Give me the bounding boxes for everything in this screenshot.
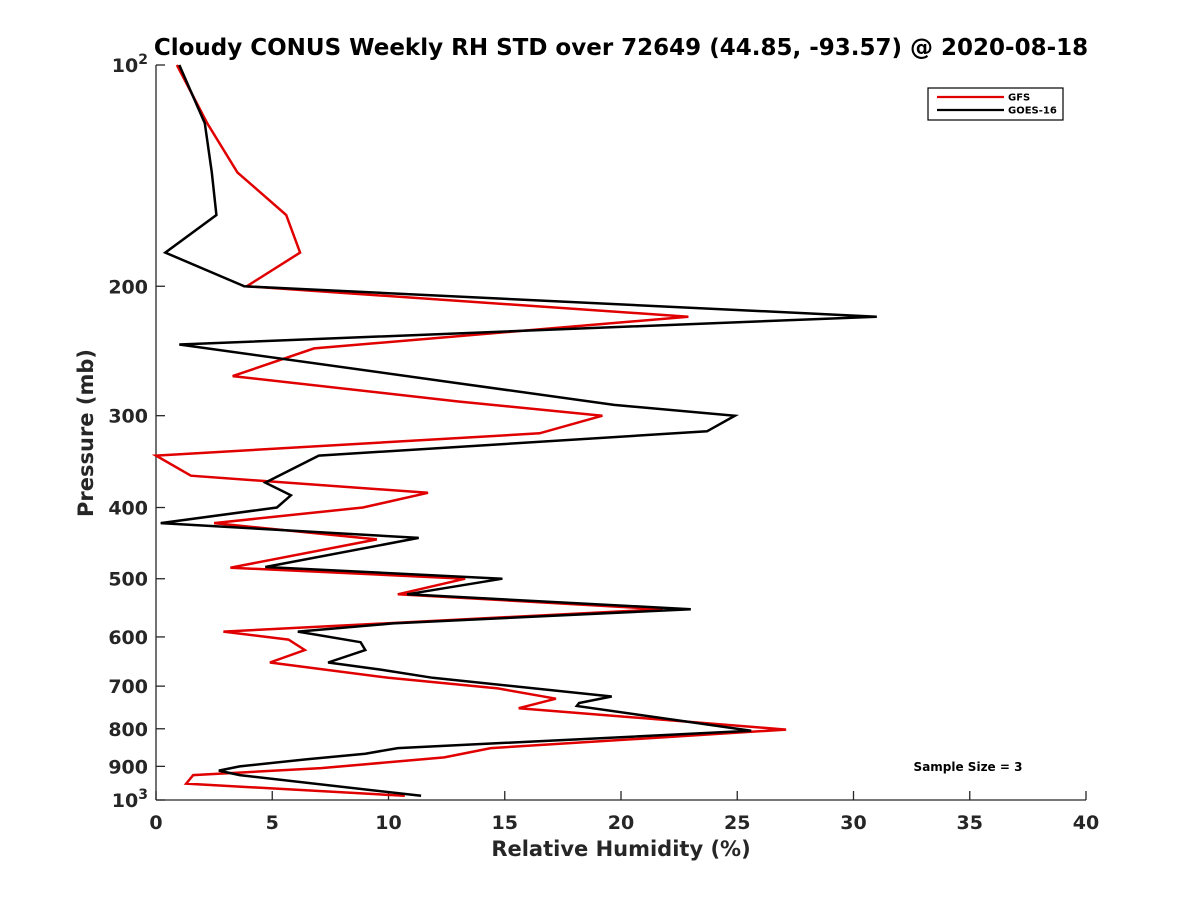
series-line-goes-16: [160, 64, 877, 798]
x-tick-label: 5: [266, 812, 279, 834]
legend-box: [927, 87, 1064, 121]
y-tick-label: 900: [108, 756, 148, 778]
y-tick-label: 500: [108, 569, 148, 591]
y-tick-label: 400: [108, 498, 148, 520]
x-tick-label: 10: [375, 812, 401, 834]
y-tick-label: 700: [108, 676, 148, 698]
y-tick-label: 300: [108, 406, 148, 428]
y-axis-label: Pressure (mb): [74, 349, 98, 517]
plot-area: 0 5 10 15 20 25 30 35 40 102 200 300 400 500 600 700 800…: [108, 52, 1099, 834]
x-tick-label: 35: [957, 812, 983, 834]
series-line-gfs: [151, 64, 787, 798]
x-axis-label: Relative Humidity (%): [491, 837, 750, 861]
y-tick-label: 600: [108, 627, 148, 649]
x-tick-label: 30: [840, 812, 866, 834]
y-tick-label: 102: [112, 52, 148, 77]
legend: GFS GOES-16: [927, 87, 1064, 121]
x-tick-label: 20: [608, 812, 634, 834]
sample-size-annotation: Sample Size = 3: [914, 760, 1023, 774]
y-tick-label: 800: [108, 719, 148, 741]
chart-title: Cloudy CONUS Weekly RH STD over 72649 (4…: [154, 35, 1088, 61]
x-tick-label: 40: [1073, 812, 1099, 834]
legend-label-goes-16: GOES-16: [1008, 106, 1057, 117]
legend-label-gfs: GFS: [1008, 93, 1030, 104]
x-tick-label: 0: [149, 812, 162, 834]
x-tick-label: 15: [492, 812, 518, 834]
x-tick-label: 25: [724, 812, 750, 834]
y-tick-label: 200: [108, 276, 148, 298]
y-tick-label: 103: [112, 787, 148, 812]
